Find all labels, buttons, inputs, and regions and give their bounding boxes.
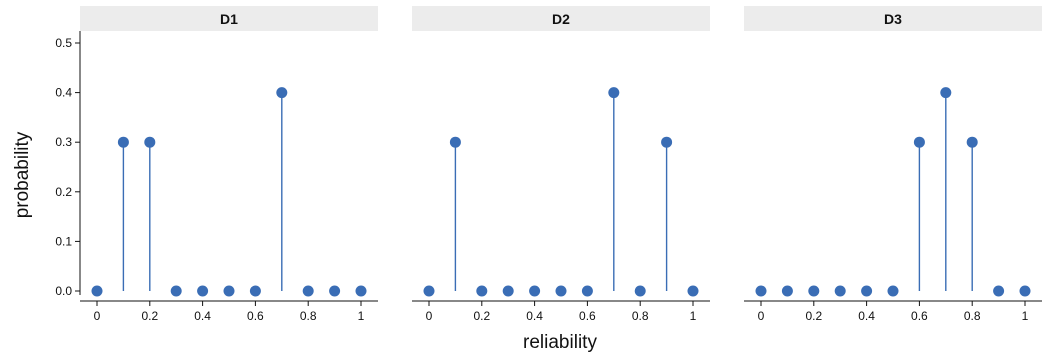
data-point	[781, 285, 793, 297]
panel-d1: D1 0 0.2 0.4 0.6 0.8 1	[80, 6, 378, 323]
data-point	[449, 136, 461, 148]
data-point	[861, 285, 873, 297]
x-tick-label: 0.8	[300, 309, 317, 323]
data-point	[555, 285, 567, 297]
panel-title: D3	[884, 11, 902, 27]
data-point	[755, 285, 767, 297]
x-tick-label: 0	[426, 309, 433, 323]
data-point	[170, 285, 182, 297]
x-tick-label: 1	[1022, 309, 1029, 323]
x-tick-label: 1	[690, 309, 697, 323]
data-point	[423, 285, 435, 297]
data-point	[302, 285, 314, 297]
x-tick-label: 0.8	[632, 309, 649, 323]
data-point	[834, 285, 846, 297]
x-tick-label: 0.6	[247, 309, 264, 323]
data-point	[687, 285, 699, 297]
x-tick-label: 0.2	[473, 309, 490, 323]
x-tick-label: 0.8	[964, 309, 981, 323]
panel-strip	[80, 6, 378, 31]
panel-title: D2	[552, 11, 570, 27]
data-point	[529, 285, 541, 297]
panel-d2: D2 0 0.2 0.4 0.6 0.8 1	[412, 6, 710, 323]
data-point	[117, 136, 129, 148]
y-tick-label: 0.3	[55, 135, 72, 149]
data-point	[581, 285, 593, 297]
x-axis-title: reliability	[523, 332, 597, 353]
data-point	[608, 87, 620, 99]
data-point	[144, 136, 156, 148]
panel-title: D1	[220, 11, 238, 27]
x-tick-label: 0.4	[858, 309, 875, 323]
data-point	[1019, 285, 1031, 297]
x-tick-label: 0.4	[194, 309, 211, 323]
chart-panels: D1 0 0.2 0.4 0.6 0.8 1 D2 0 0.2 0.4 0.6 0.8 1 D3 0 0.2 0.…	[80, 6, 1042, 323]
data-point	[249, 285, 261, 297]
x-tick-label: 0	[758, 309, 765, 323]
x-tick-label: 0	[94, 309, 101, 323]
data-point	[993, 285, 1005, 297]
data-point	[476, 285, 488, 297]
y-tick-label: 0.2	[55, 185, 72, 199]
x-tick-label: 0.2	[141, 309, 158, 323]
y-tick-label: 0.1	[55, 234, 72, 248]
y-axis-title: probability	[12, 131, 33, 218]
panel-d3: D3 0 0.2 0.4 0.6 0.8 1	[744, 6, 1042, 323]
panel-strip	[744, 6, 1042, 31]
y-tick-label: 0.4	[55, 86, 72, 100]
data-point	[91, 285, 103, 297]
data-point	[913, 136, 925, 148]
x-tick-label: 0.6	[579, 309, 596, 323]
y-tick-label: 0.5	[55, 36, 72, 50]
x-tick-label: 0.2	[805, 309, 822, 323]
data-point	[887, 285, 899, 297]
data-point	[661, 136, 673, 148]
data-point	[966, 136, 978, 148]
data-point	[502, 285, 514, 297]
data-point	[634, 285, 646, 297]
y-tick-label: 0.0	[55, 284, 72, 298]
data-point	[329, 285, 341, 297]
x-tick-label: 1	[358, 309, 365, 323]
y-axis: 0.0 0.1 0.2 0.3 0.4 0.5	[55, 31, 81, 298]
data-point	[355, 285, 367, 297]
panel-strip	[412, 6, 710, 31]
data-point	[223, 285, 235, 297]
data-point	[197, 285, 209, 297]
data-point	[808, 285, 820, 297]
x-tick-label: 0.4	[526, 309, 543, 323]
data-point	[276, 87, 288, 99]
data-point	[940, 87, 952, 99]
x-tick-label: 0.6	[911, 309, 928, 323]
